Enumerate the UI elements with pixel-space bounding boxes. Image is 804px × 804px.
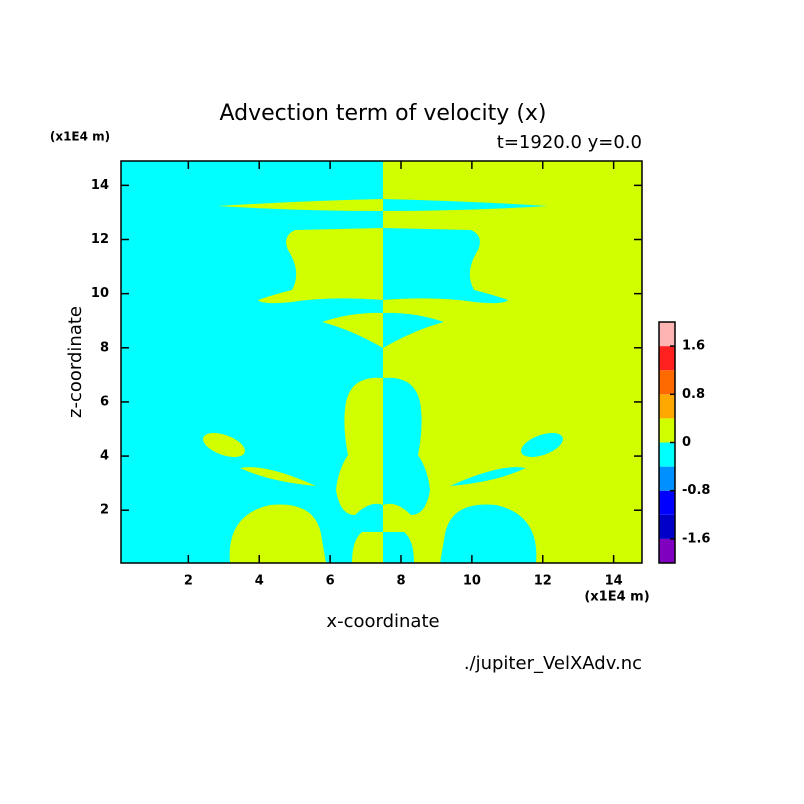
x-tick-label: 8 — [396, 574, 405, 589]
y-tick-label: 12 — [91, 232, 109, 247]
y-unit: (x1E4 m) — [50, 130, 110, 144]
colorbar-box — [659, 418, 675, 443]
colorbar-box — [659, 538, 675, 563]
field — [121, 161, 642, 563]
x-unit: (x1E4 m) — [584, 590, 649, 605]
colorbar-tick-label: 0 — [682, 435, 691, 450]
colorbar-tick-label: 1.6 — [682, 339, 705, 354]
colorbar-box — [659, 346, 675, 371]
y-axis-label: z-coordinate — [65, 306, 86, 418]
y-tick-label: 14 — [91, 178, 109, 193]
subtitle: t=1920.0 y=0.0 — [497, 132, 642, 153]
x-axis-label: x-coordinate — [326, 611, 439, 632]
y-tick-label: 10 — [91, 286, 109, 301]
colorbar-tick-label: -0.8 — [682, 483, 710, 498]
colorbar-box — [659, 490, 675, 515]
x-tick-label: 2 — [184, 574, 193, 589]
colorbar-box — [659, 394, 675, 419]
y-tick-label: 8 — [100, 340, 109, 355]
chart-title: Advection term of velocity (x) — [219, 101, 546, 126]
x-tick-label: 12 — [534, 574, 552, 589]
colorbar-box — [659, 370, 675, 395]
y-tick-label: 2 — [100, 503, 109, 518]
x-tick-label: 6 — [326, 574, 335, 589]
colorbar-box — [659, 442, 675, 467]
colorbar-tick-label: -1.6 — [682, 531, 710, 546]
plot-frame — [120, 160, 643, 564]
colorbar-box — [659, 466, 675, 491]
colorbar-box — [659, 322, 675, 347]
x-tick-label: 10 — [463, 574, 481, 589]
x-tick-label: 4 — [255, 574, 264, 589]
y-tick-label: 6 — [100, 394, 109, 409]
footer: ./jupiter_VelXAdv.nc — [464, 653, 642, 674]
y-tick-label: 4 — [100, 449, 109, 464]
colorbar-box — [659, 514, 675, 539]
colorbar-tick-label: 0.8 — [682, 387, 705, 402]
x-tick-label: 14 — [605, 574, 623, 589]
